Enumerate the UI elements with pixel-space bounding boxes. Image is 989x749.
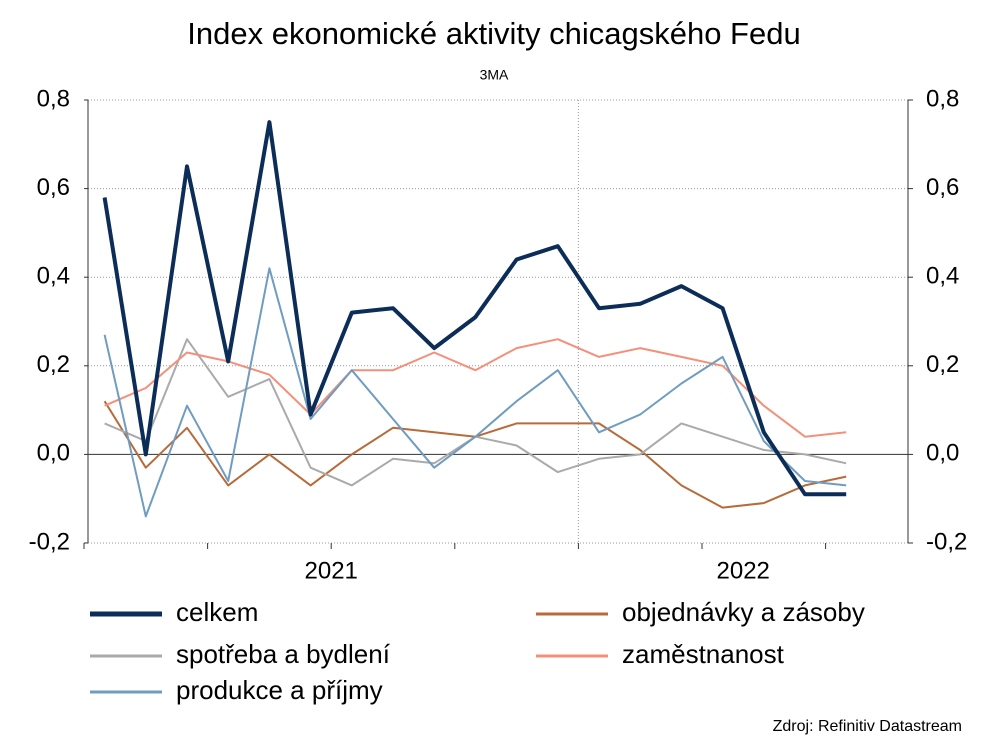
y2-tick-label: 0,4 [926,263,959,290]
chart-subtitle: 3MA [480,67,509,83]
legend-label: spotřeba a bydlení [176,639,391,669]
x-tick-label: 2021 [305,557,358,584]
series-line [103,267,847,518]
y-tick-label: -0,2 [29,528,70,555]
y2-tick-label: 0,0 [926,440,959,467]
series-line [104,338,847,487]
y-tick-label: 0,4 [37,263,70,290]
legend-label: objednávky a zásoby [622,597,865,627]
y-tick-label: 0,8 [37,85,70,112]
series-line [102,120,847,497]
legend-label: celkem [176,597,258,627]
y2-tick-label: 0,6 [926,174,959,201]
x-tick-label: 2022 [717,557,770,584]
source: Zdroj: Refinitiv Datastream [773,718,962,735]
legend-label: produkce a příjmy [176,675,383,705]
y2-tick-label: 0,8 [926,85,959,112]
y-tick-label: 0,0 [37,440,70,467]
chart-title: Index ekonomické aktivity chicagského Fe… [187,16,800,51]
y-tick-label: 0,6 [37,174,70,201]
legend-label: zaměstnanost [622,639,785,669]
y-tick-label: 0,2 [37,351,70,378]
y2-tick-label: 0,2 [926,351,959,378]
series-line [104,338,847,438]
y2-tick-label: -0,2 [926,528,967,555]
